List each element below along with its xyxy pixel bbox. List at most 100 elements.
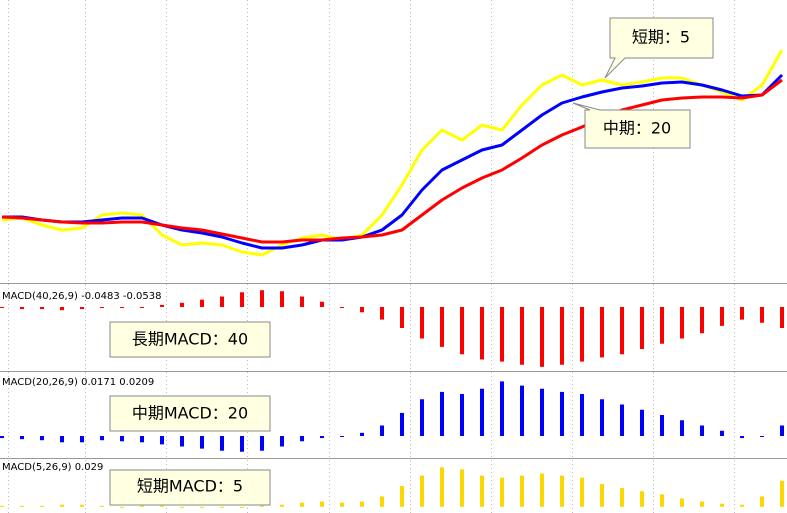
label-box xyxy=(109,395,271,432)
histogram-bar xyxy=(780,425,784,436)
histogram-bar xyxy=(140,505,144,507)
histogram-bar xyxy=(20,505,24,507)
histogram-bar xyxy=(60,436,64,443)
histogram-bar xyxy=(360,432,364,436)
histogram-bar xyxy=(560,475,564,507)
histogram-bar xyxy=(580,394,584,436)
histogram-bar xyxy=(440,307,444,347)
histogram-bar xyxy=(560,307,564,365)
histogram-bar xyxy=(480,307,484,360)
histogram-bar xyxy=(300,436,304,442)
histogram-bar xyxy=(620,404,624,436)
histogram-bar xyxy=(100,505,104,507)
histogram-bar xyxy=(140,436,144,443)
histogram-bar xyxy=(120,307,124,308)
histogram-bar xyxy=(580,477,584,507)
histogram-bar xyxy=(680,420,684,436)
histogram-bar xyxy=(300,502,304,507)
histogram-bar xyxy=(240,292,244,307)
histogram-bar xyxy=(200,436,204,449)
histogram-bar xyxy=(120,506,124,508)
histogram-bar xyxy=(740,307,744,320)
histogram-bar xyxy=(20,307,24,310)
histogram-bar xyxy=(140,307,144,308)
histogram-bar xyxy=(220,506,224,508)
histogram-bar xyxy=(40,505,44,507)
histogram-bar xyxy=(400,307,404,328)
histogram-bar xyxy=(380,425,384,436)
histogram-bar xyxy=(620,307,624,355)
callout: 短期：5 xyxy=(604,17,714,79)
histogram-bar xyxy=(260,505,264,507)
histogram-bar xyxy=(400,486,404,507)
histogram-bar xyxy=(300,296,304,307)
histogram-bar xyxy=(740,436,744,439)
histogram-bar xyxy=(760,496,764,507)
histogram-bar xyxy=(360,501,364,507)
histogram-bar xyxy=(600,483,604,507)
histogram-bar xyxy=(640,491,644,507)
histogram-bar xyxy=(600,399,604,436)
histogram-bar xyxy=(680,498,684,507)
histogram-bar xyxy=(720,430,724,436)
histogram-bar xyxy=(20,436,24,440)
label-box xyxy=(109,469,271,506)
histogram-bar xyxy=(680,307,684,339)
histogram-bar xyxy=(540,307,544,367)
histogram-bar xyxy=(480,388,484,436)
panel-header: MACD(40,26,9) -0.0483 -0.0538 xyxy=(2,291,162,302)
histogram-bar xyxy=(660,494,664,507)
histogram-bar xyxy=(640,307,644,349)
histogram-bar xyxy=(200,506,204,508)
callout: 中期：20 xyxy=(572,102,691,149)
ma-line xyxy=(2,73,784,250)
histogram-bar xyxy=(260,436,264,451)
histogram-bar xyxy=(540,473,544,507)
histogram-bar xyxy=(280,436,284,447)
histogram-bar xyxy=(440,467,444,507)
label-box xyxy=(109,321,271,358)
histogram-bar xyxy=(520,475,524,507)
marks xyxy=(0,49,784,508)
histogram-bar xyxy=(320,301,324,307)
ma-line xyxy=(1,78,783,244)
histogram-bar xyxy=(460,307,464,355)
histogram-bar xyxy=(720,307,724,326)
histogram-bar xyxy=(420,475,424,507)
histogram-bar xyxy=(620,488,624,507)
histogram-bar xyxy=(100,307,104,309)
histogram-bar xyxy=(500,477,504,507)
histogram-bar xyxy=(760,307,764,323)
histogram-bar xyxy=(400,412,404,436)
histogram-bar xyxy=(60,504,64,507)
histogram-bar xyxy=(120,436,124,442)
histogram-bar xyxy=(240,506,244,508)
panel-label: 長期MACD：40 xyxy=(132,330,248,349)
histogram-bar xyxy=(500,381,504,436)
panel-label: 中期MACD：20 xyxy=(132,404,248,423)
histogram-bar xyxy=(480,475,484,507)
histogram-bar xyxy=(0,307,4,308)
histogram-bar xyxy=(720,503,724,507)
histogram-bar xyxy=(520,307,524,365)
histogram-bar xyxy=(220,436,224,451)
histogram-bar xyxy=(580,307,584,362)
histogram-bar xyxy=(260,290,264,307)
histogram-bar xyxy=(360,307,364,313)
histogram-bar xyxy=(520,385,524,436)
histogram-bar xyxy=(320,501,324,507)
histogram-bar xyxy=(640,409,644,436)
histogram-bar xyxy=(340,307,344,308)
histogram-bar xyxy=(380,307,384,320)
histogram-bar xyxy=(760,436,764,437)
legend-entry: 中期：20 xyxy=(603,119,671,138)
histogram-bar xyxy=(180,506,184,508)
histogram-bar xyxy=(40,307,44,310)
histogram-bar xyxy=(40,436,44,441)
histogram-bar xyxy=(0,505,4,507)
legend-entry: 短期：5 xyxy=(632,28,690,47)
histogram-bar xyxy=(240,436,244,452)
histogram-bar xyxy=(780,480,784,507)
histogram-bar xyxy=(700,425,704,436)
